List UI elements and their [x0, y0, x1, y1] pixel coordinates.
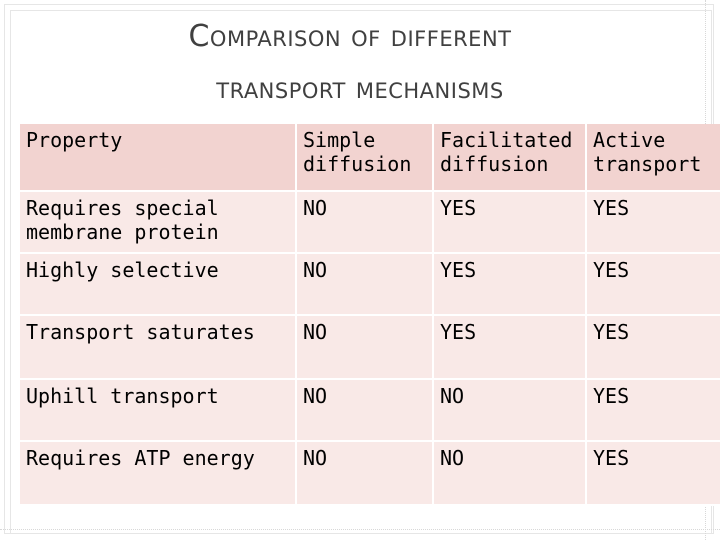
row-cell-simple-diffusion: NO — [296, 379, 434, 442]
row-cell-facilitated-diffusion: NO — [433, 441, 587, 506]
row-cell-facilitated-diffusion: YES — [433, 253, 587, 316]
row-property-label: Uphill transport — [20, 379, 297, 442]
comparison-table: Property Simple diffusion Facilitated di… — [20, 124, 720, 506]
row-property-label: Requires ATP energy — [20, 441, 297, 506]
row-cell-facilitated-diffusion: YES — [433, 315, 587, 380]
decorative-line-horizontal — [0, 529, 720, 530]
table-row: Transport saturates NO YES YES — [20, 315, 720, 380]
row-cell-simple-diffusion: NO — [296, 253, 434, 316]
row-cell-active-transport: YES — [586, 191, 720, 254]
row-cell-simple-diffusion: NO — [296, 441, 434, 506]
header-cell-facilitated-diffusion: Facilitated diffusion — [433, 124, 587, 192]
row-cell-simple-diffusion: NO — [296, 191, 434, 254]
slide-title-line-1: Comparison of different — [188, 19, 512, 54]
row-cell-simple-diffusion: NO — [296, 315, 434, 380]
row-property-label: Transport saturates — [20, 315, 297, 380]
row-cell-active-transport: YES — [586, 253, 720, 316]
row-cell-facilitated-diffusion: NO — [433, 379, 587, 442]
row-cell-facilitated-diffusion: YES — [433, 191, 587, 254]
header-cell-active-transport: Active transport — [586, 124, 720, 192]
row-cell-active-transport: YES — [586, 441, 720, 506]
slide-title-line-2: transport mechanisms — [216, 71, 504, 106]
row-cell-active-transport: YES — [586, 379, 720, 442]
row-property-label: Highly selective — [20, 253, 297, 316]
header-cell-property: Property — [20, 124, 297, 192]
table-row: Requires special membrane protein NO YES… — [20, 191, 720, 254]
header-cell-simple-diffusion: Simple diffusion — [296, 124, 434, 192]
table-row: Uphill transport NO NO YES — [20, 379, 720, 442]
table-row: Highly selective NO YES YES — [20, 253, 720, 316]
row-cell-active-transport: YES — [586, 315, 720, 380]
table-row: Requires ATP energy NO NO YES — [20, 441, 720, 506]
table-header-row: Property Simple diffusion Facilitated di… — [20, 124, 720, 192]
slide-title: Comparison of different transport mechan… — [0, 22, 720, 104]
row-property-label: Requires special membrane protein — [20, 191, 297, 254]
